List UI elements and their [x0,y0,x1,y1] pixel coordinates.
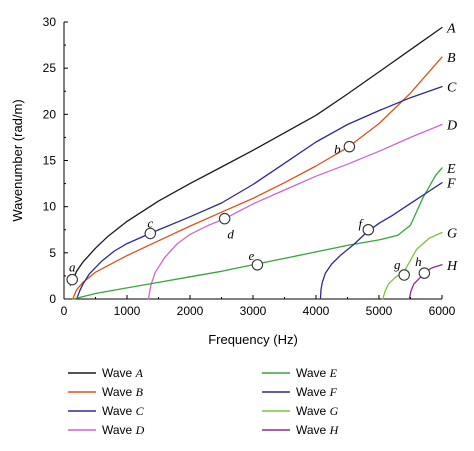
point-markers: a b c de f g h [66,140,431,286]
y-tick-label: 5 [49,246,56,260]
curve-label-c: C [447,81,457,96]
marker-e [251,259,264,271]
chart-legend: Wave A Wave B Wave C Wave D Wave E Wave F Wave… [68,366,340,437]
marker-label-f: f [358,216,364,231]
y-axis-title: Wavenumber (rad/m) [10,99,25,221]
legend-label-h: Wave H [296,423,340,437]
marker-label-d: d [227,227,234,242]
series-line-c [75,85,443,300]
y-tick-label: 25 [43,61,57,75]
legend-label-d: Wave D [102,423,145,437]
series-line-f [319,182,443,300]
curve-label-g: G [447,227,457,242]
marker-b [343,140,356,153]
curve-label-h: H [446,259,458,274]
marker-label-h: h [415,254,422,269]
legend-label-a: Wave A [102,366,144,380]
series-line-b [72,56,443,300]
x-tick-label: 6000 [429,304,456,318]
curve-label-f: F [446,177,456,192]
marker-h [418,267,431,279]
chart-axes: 0 1000 2000 3000 4000 5000 6000 0 5 10 15 20 25 30 [43,15,456,318]
curve-end-labels: ABC D EF G H [446,22,458,274]
legend-label-f: Wave F [296,385,338,399]
x-tick-label: 0 [61,304,68,318]
marker-d [218,212,231,225]
x-tick-label: 2000 [177,304,204,318]
marker-label-c: c [147,215,153,230]
series-line-h [408,264,443,300]
x-axis-title: Frequency (Hz) [208,332,298,347]
marker-label-e: e [249,248,255,263]
y-tick-label: 30 [43,15,57,29]
x-tick-label: 3000 [240,304,267,318]
x-tick-label: 4000 [303,304,330,318]
chart-curves [69,26,443,300]
marker-g [398,269,410,281]
marker-label-g: g [394,257,401,272]
curve-label-d: D [446,118,457,133]
series-line-e [72,167,443,300]
legend-label-c: Wave C [102,404,145,418]
y-tick-label: 10 [43,200,57,214]
marker-a [66,273,78,286]
marker-label-a: a [69,260,76,275]
curve-label-e: E [446,162,456,177]
x-tick-label: 5000 [366,304,393,318]
marker-label-b: b [334,142,341,157]
y-tick-label: 20 [43,107,57,121]
legend-label-g: Wave G [296,404,339,418]
legend-label-e: Wave E [296,366,338,380]
curve-label-b: B [447,51,456,66]
legend-label-b: Wave B [102,385,144,399]
y-tick-label: 15 [43,154,57,168]
curve-label-a: A [446,22,456,37]
marker-f [362,224,375,236]
y-tick-label: 0 [49,292,56,306]
marker-c [144,227,157,240]
series-line-a [69,26,443,286]
x-tick-label: 1000 [114,304,141,318]
